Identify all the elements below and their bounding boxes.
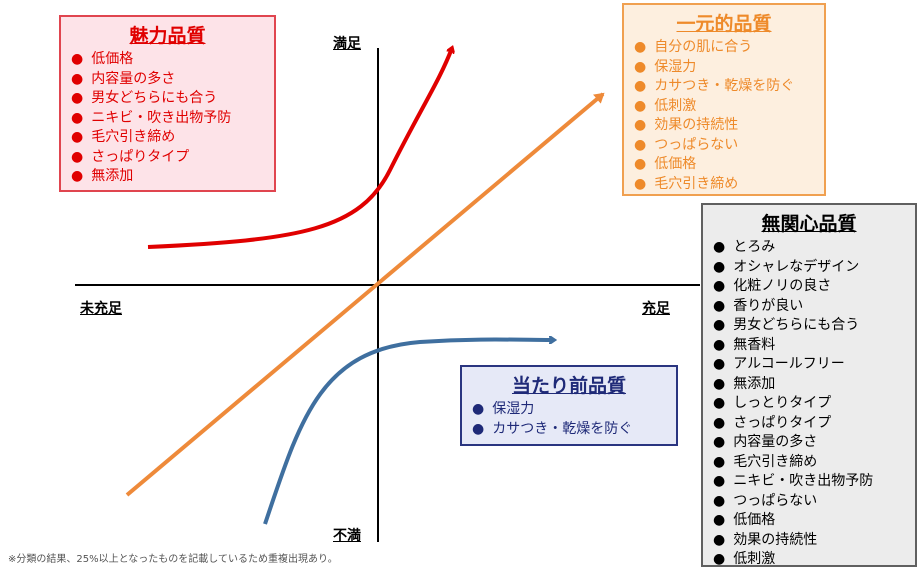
one-dimensional-line: [125, 92, 605, 497]
list-item: 低価格: [71, 50, 264, 70]
list-item: さっぱりタイプ: [71, 148, 264, 168]
must-be-quality-box: 当たり前品質 保湿力 カサつき・乾燥を防ぐ: [460, 365, 678, 446]
list-item: ニキビ・吹き出物予防: [713, 472, 905, 492]
list-item: 効果の持続性: [634, 116, 814, 136]
list-item: 男女どちらにも合う: [713, 316, 905, 336]
one-dimensional-quality-title: 一元的品質: [676, 13, 772, 35]
list-item: 効果の持続性: [713, 531, 905, 551]
list-item: 低価格: [713, 511, 905, 531]
must-be-curve: [263, 340, 554, 525]
list-item: 化粧ノリの良さ: [713, 277, 905, 297]
list-item: 無添加: [71, 167, 264, 187]
list-item: 低刺激: [634, 97, 814, 117]
axis-label-dissatisfied: 不満: [333, 528, 361, 544]
list-item: 保湿力: [472, 400, 666, 420]
list-item: 香りが良い: [713, 297, 905, 317]
list-item: さっぱりタイプ: [713, 414, 905, 434]
list-item: 低価格: [634, 155, 814, 175]
indifferent-quality-box: 無関心品質 とろみ オシャレなデザイン 化粧ノリの良さ 香りが良い 男女どちらに…: [701, 203, 917, 567]
list-item: カサつき・乾燥を防ぐ: [634, 77, 814, 97]
must-be-quality-title: 当たり前品質: [511, 375, 626, 397]
axis-label-fulfilled: 充足: [642, 301, 670, 317]
list-item: 無添加: [713, 375, 905, 395]
attractive-curve: [147, 48, 452, 249]
list-item: しっとりタイプ: [713, 394, 905, 414]
attractive-quality-title: 魅力品質: [129, 25, 206, 47]
axis-label-satisfied: 満足: [333, 36, 361, 52]
list-item: つっぱらない: [634, 136, 814, 156]
list-item: とろみ: [713, 238, 905, 258]
list-item: 保湿力: [634, 58, 814, 78]
list-item: 内容量の多さ: [71, 70, 264, 90]
list-item: 毛穴引き締め: [713, 453, 905, 473]
list-item: 男女どちらにも合う: [71, 89, 264, 109]
list-item: つっぱらない: [713, 492, 905, 512]
list-item: 内容量の多さ: [713, 433, 905, 453]
list-item: ニキビ・吹き出物予防: [71, 109, 264, 129]
axis-label-unfulfilled: 未充足: [80, 301, 122, 317]
one-dimensional-quality-box: 一元的品質 自分の肌に合う 保湿力 カサつき・乾燥を防ぐ 低刺激 効果の持続性 …: [622, 3, 826, 196]
list-item: 毛穴引き締め: [71, 128, 264, 148]
indifferent-quality-title: 無関心品質: [761, 213, 857, 235]
list-item: カサつき・乾燥を防ぐ: [472, 420, 666, 440]
list-item: 毛穴引き締め: [634, 175, 814, 195]
list-item: 無香料: [713, 336, 905, 356]
list-item: 自分の肌に合う: [634, 38, 814, 58]
list-item: 低刺激: [713, 550, 905, 570]
attractive-quality-box: 魅力品質 低価格 内容量の多さ 男女どちらにも合う ニキビ・吹き出物予防 毛穴引…: [59, 15, 276, 192]
footnote: ※分類の結果、25%以上となったものを記載しているため重複出現あり。: [8, 554, 338, 565]
list-item: アルコールフリー: [713, 355, 905, 375]
list-item: オシャレなデザイン: [713, 258, 905, 278]
